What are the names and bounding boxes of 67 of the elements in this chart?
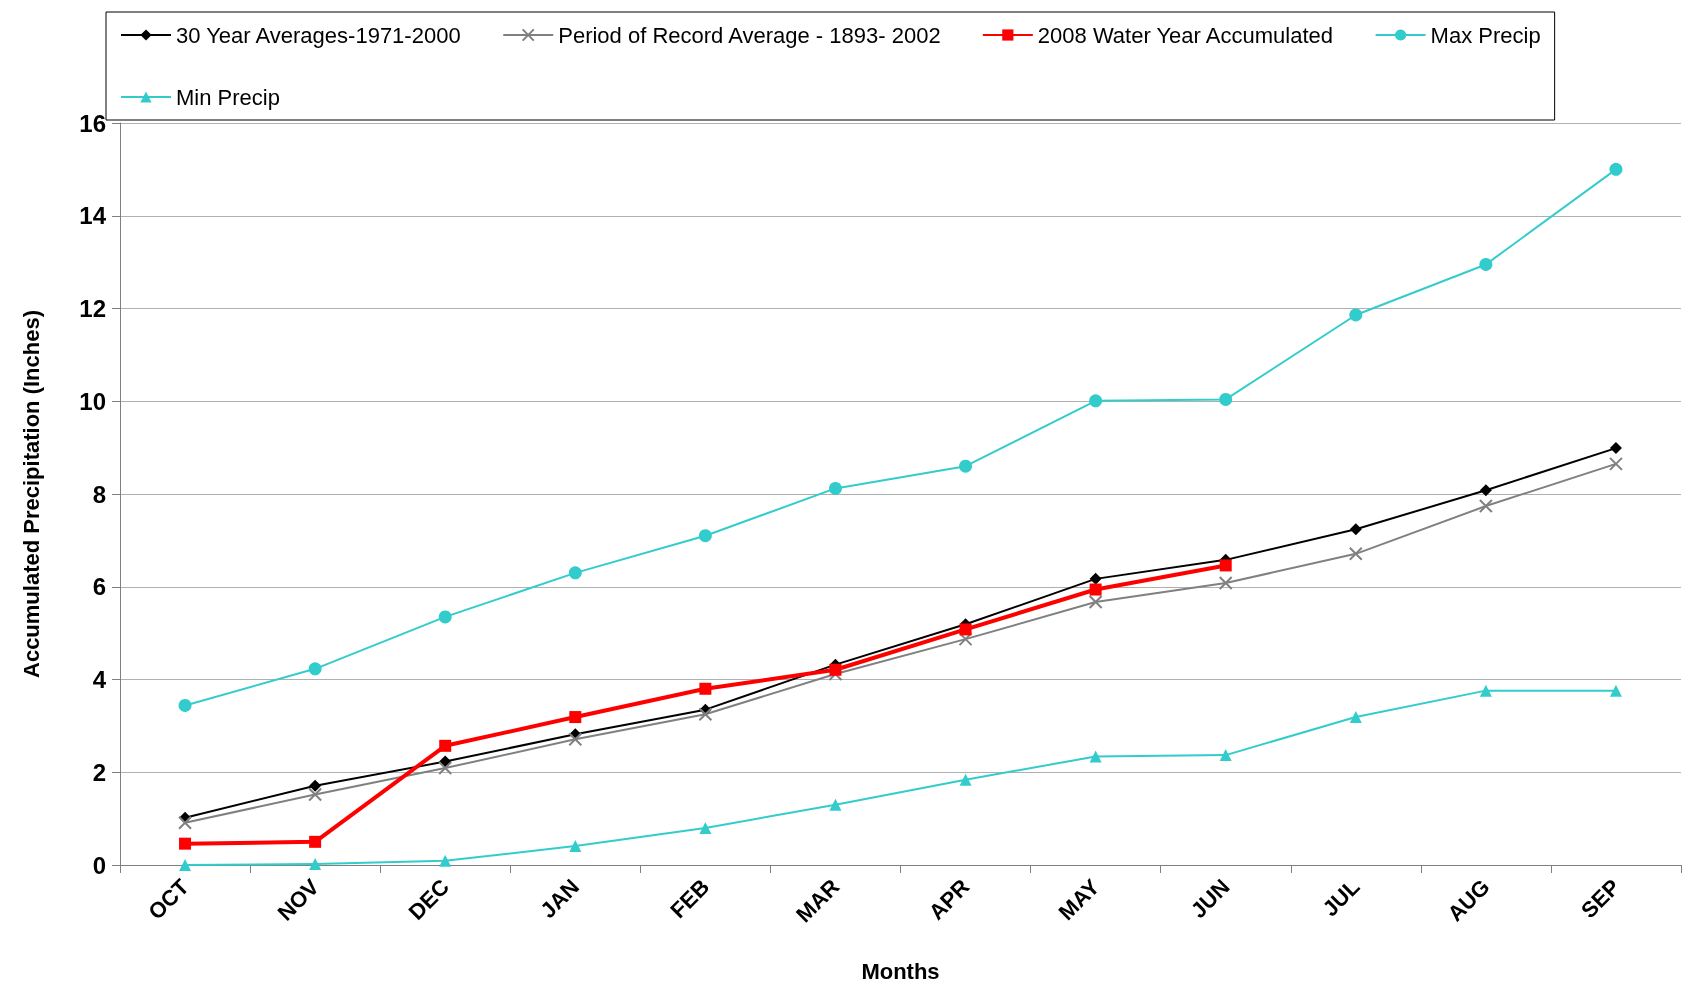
point — [829, 798, 842, 811]
point — [1089, 572, 1102, 585]
point — [959, 623, 972, 636]
point — [309, 835, 322, 848]
point — [568, 732, 583, 747]
point — [1478, 499, 1493, 514]
point — [438, 610, 452, 624]
point — [179, 859, 192, 871]
legend-label: Min Precip — [176, 84, 280, 110]
y-tick-label: 4 — [92, 666, 107, 693]
point — [1479, 484, 1492, 497]
point — [568, 566, 582, 580]
y-tick-label: 16 — [79, 109, 106, 137]
point — [959, 773, 972, 786]
point — [309, 858, 322, 871]
point — [1219, 749, 1232, 762]
point — [699, 821, 712, 834]
y-axis-title: Accumulated Precipitation (Inches) — [18, 310, 44, 678]
y-tick-label: 8 — [92, 480, 106, 508]
point — [1219, 392, 1233, 406]
y-tick-label: 2 — [92, 758, 106, 786]
point — [1219, 559, 1232, 572]
point — [569, 711, 582, 724]
y-tick-label: 0 — [92, 851, 106, 879]
point — [1349, 308, 1363, 322]
point — [1479, 684, 1492, 697]
point — [179, 837, 192, 850]
point — [1609, 162, 1623, 176]
point — [439, 854, 452, 867]
point — [1349, 523, 1362, 536]
legend-label: 2008 Water Year Accumulated — [1037, 22, 1333, 48]
point — [1608, 456, 1623, 471]
x-axis-title: Months — [861, 958, 940, 984]
legend-label: 30 Year Averages-1971-2000 — [176, 22, 461, 48]
x-tick-label: JUL — [1317, 874, 1365, 922]
point — [438, 761, 453, 776]
point — [1348, 546, 1363, 561]
point — [178, 698, 192, 712]
y-tick-label: 14 — [79, 202, 107, 230]
point — [1089, 394, 1103, 408]
point — [1349, 711, 1362, 724]
point — [698, 529, 712, 543]
point — [958, 632, 973, 647]
point — [309, 779, 322, 792]
point — [308, 662, 322, 676]
point — [1479, 257, 1493, 271]
legend-label: Period of Record Average - 1893- 2002 — [558, 22, 941, 48]
point — [439, 739, 452, 752]
point — [178, 815, 193, 830]
point — [1609, 684, 1622, 697]
point — [1088, 595, 1103, 610]
legend-label: Max Precip — [1430, 22, 1541, 48]
x-tick-label: SEP — [1576, 874, 1625, 923]
point — [699, 682, 712, 695]
y-tick-label: 12 — [79, 295, 106, 322]
point — [1218, 576, 1233, 591]
point — [1089, 750, 1102, 763]
point — [829, 663, 842, 676]
point — [828, 481, 842, 495]
point — [1089, 583, 1102, 596]
y-tick-label: 10 — [79, 387, 106, 415]
point — [698, 707, 713, 722]
y-tick-label: 6 — [92, 573, 106, 601]
point — [308, 787, 323, 802]
point — [959, 459, 973, 473]
point — [1609, 442, 1622, 455]
point — [569, 839, 582, 852]
